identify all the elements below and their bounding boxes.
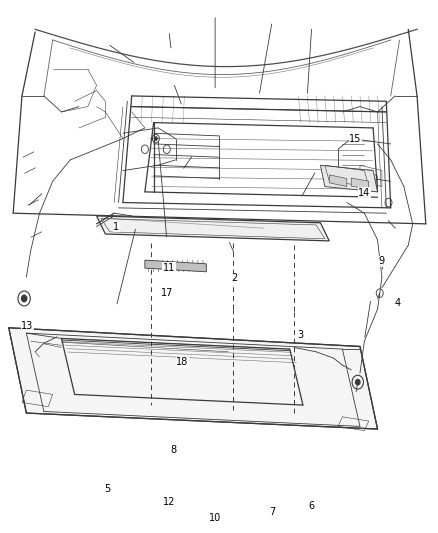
Polygon shape [96,216,328,241]
Text: 3: 3 [297,330,303,340]
Text: 7: 7 [268,507,275,516]
Text: 6: 6 [308,502,314,511]
Text: 14: 14 [357,188,370,198]
Text: 12: 12 [162,497,175,507]
Circle shape [154,137,157,140]
Circle shape [21,295,27,302]
Text: 18: 18 [176,358,188,367]
Text: 1: 1 [113,222,119,231]
Polygon shape [9,328,377,429]
Text: 5: 5 [104,484,110,494]
Text: 15: 15 [349,134,361,143]
Polygon shape [328,175,346,187]
Text: 11: 11 [162,263,175,272]
Text: 9: 9 [378,256,384,266]
Text: 13: 13 [21,321,33,331]
Text: 17: 17 [160,288,173,298]
Text: 8: 8 [170,446,176,455]
Text: 10: 10 [208,513,221,523]
Polygon shape [350,178,368,189]
Polygon shape [145,260,206,272]
Circle shape [355,379,359,385]
Text: 4: 4 [393,298,399,308]
Polygon shape [320,165,377,192]
Text: 2: 2 [231,273,237,283]
